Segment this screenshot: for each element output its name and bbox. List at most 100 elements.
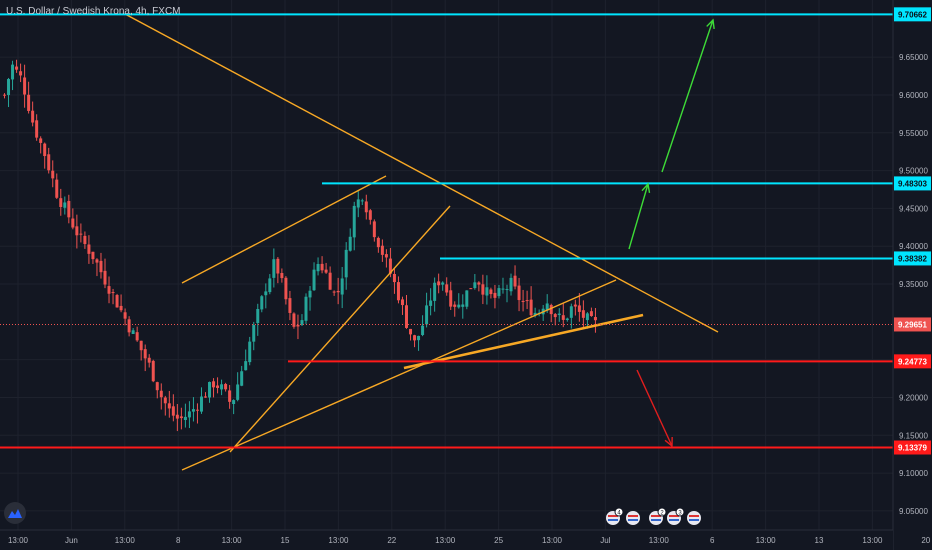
candle-body — [312, 269, 316, 291]
support-upper-label: 9.24773 — [898, 357, 927, 366]
projection-arrows — [628, 18, 715, 448]
candlesticks — [3, 59, 597, 432]
candle-body — [232, 400, 236, 404]
arrow-head — [664, 436, 673, 448]
candle-body — [256, 308, 260, 323]
candle-body — [216, 385, 220, 388]
trend-line — [181, 175, 387, 284]
time-tick-label: 13:00 — [862, 536, 883, 545]
time-axis: 13:00 Jun 13:00 8 13:00 15 13:00 22 13:00 25 13:00… — [0, 529, 931, 550]
trend-line — [124, 13, 719, 333]
flag-icon-bg — [687, 511, 701, 525]
time-tick-label: 13:00 — [756, 536, 777, 545]
candle-body — [39, 138, 43, 143]
candle-body — [284, 277, 288, 300]
candle-body — [240, 371, 244, 386]
candle-body — [521, 300, 525, 302]
price-tick-label: 9.10000 — [899, 469, 928, 478]
candle-body — [51, 170, 55, 179]
time-tick-label: 15 — [281, 536, 290, 545]
candle-body — [131, 330, 135, 334]
price-tick-label: 9.20000 — [899, 393, 928, 402]
flag-icon-stripe — [608, 519, 618, 521]
candle-body — [292, 313, 296, 327]
candle-body — [171, 406, 175, 416]
candle-body — [224, 383, 228, 390]
candle-body — [151, 360, 155, 382]
event-count-label: 3 — [678, 511, 682, 517]
candle-body — [372, 221, 376, 238]
candle-body — [497, 288, 501, 297]
candle-body — [7, 79, 11, 96]
candle-body — [473, 282, 477, 289]
current-price-label: 9.29651 — [898, 320, 927, 329]
candle-body — [481, 284, 485, 295]
candle-body — [332, 291, 336, 293]
candle-body — [340, 278, 344, 295]
candle-body — [83, 235, 87, 245]
mountain-icon — [8, 509, 22, 518]
candle-body — [195, 409, 199, 411]
time-tick-label: 13:00 — [115, 536, 136, 545]
candle-body — [501, 288, 505, 290]
candle-body — [179, 416, 183, 419]
price-tick-label: 9.40000 — [899, 242, 928, 251]
candle-body — [288, 298, 292, 313]
candle-body — [111, 292, 115, 294]
candle-body — [167, 403, 171, 409]
candle-body — [95, 259, 99, 263]
candle-body — [525, 300, 529, 302]
candle-body — [449, 290, 453, 307]
candle-body — [529, 299, 533, 316]
resistance-upper-tag — [894, 176, 931, 191]
candle-body — [565, 318, 569, 320]
candle-body — [461, 304, 465, 307]
flag-icon[interactable] — [626, 511, 640, 525]
candle-body — [220, 384, 224, 390]
candle-body — [380, 245, 384, 255]
candle-body — [589, 311, 593, 317]
time-tick-label: 13 — [815, 536, 824, 545]
candle-body — [35, 120, 39, 138]
candle-body — [513, 275, 517, 287]
resistance-upper-label: 9.48303 — [898, 179, 927, 188]
candle-body — [236, 384, 240, 400]
candle-body — [453, 304, 457, 307]
flag-icon[interactable] — [687, 511, 701, 525]
candle-body — [465, 290, 469, 307]
candle-body — [352, 205, 356, 238]
flag-icon-stripe — [689, 519, 699, 521]
candle-body — [356, 199, 360, 208]
price-axis-bg — [893, 0, 932, 550]
time-tick-label: 13:00 — [649, 536, 670, 545]
current-price-tag — [894, 317, 931, 332]
candle-body — [159, 390, 163, 398]
tradingview-logo[interactable] — [4, 502, 26, 524]
candle-body — [175, 414, 179, 419]
candle-body — [577, 305, 581, 312]
candle-body — [248, 341, 252, 363]
arrow-head — [706, 18, 715, 30]
candle-body — [204, 396, 207, 398]
candle-body — [228, 390, 232, 402]
candle-body — [187, 411, 191, 418]
support-upper-tag — [894, 354, 931, 369]
candle-body — [268, 278, 272, 293]
candle-body — [308, 290, 312, 298]
candle-body — [143, 349, 147, 359]
support-lower-label: 9.13379 — [898, 444, 927, 453]
candle-body — [276, 258, 280, 274]
time-tick-label: 13:00 — [8, 536, 29, 545]
flag-icon-stripe — [628, 519, 638, 521]
candle-body — [119, 305, 123, 311]
wedge-support-line — [403, 313, 644, 370]
candle-body — [328, 272, 332, 290]
candle-body — [183, 416, 187, 421]
candle-body — [115, 295, 119, 308]
flag-icon-stripe — [608, 515, 618, 517]
price-tick-label: 9.55000 — [899, 129, 928, 138]
event-markers: 4 2 3 — [606, 507, 701, 525]
chart-grid — [0, 0, 927, 530]
candle-body — [348, 236, 352, 251]
